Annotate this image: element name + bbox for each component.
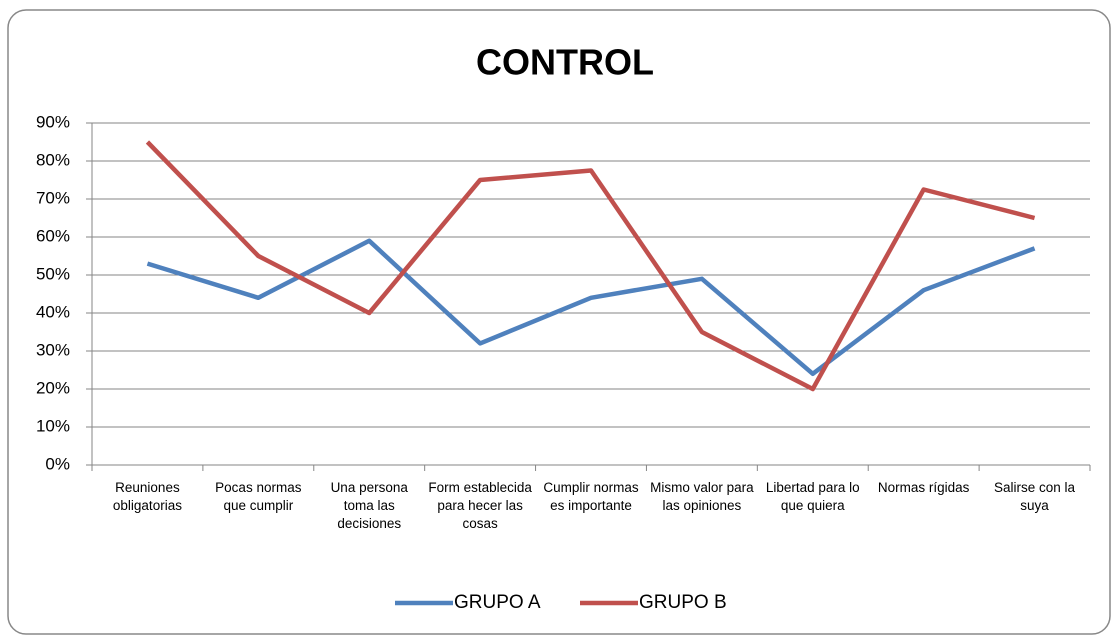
y-tick-label: 70%	[36, 188, 70, 207]
x-tick-label: Reuniones obligatorias	[112, 480, 182, 513]
x-tick-label: Normas rígidas	[877, 480, 970, 495]
y-tick-label: 80%	[36, 150, 70, 169]
y-tick-label: 40%	[36, 302, 70, 321]
y-tick-label: 20%	[36, 378, 70, 397]
x-tick-label: Form establecida para hecer las cosas	[428, 480, 532, 531]
chart-border	[7, 9, 1111, 635]
legend-label: GRUPO A	[454, 592, 541, 613]
y-tick-label: 0%	[45, 454, 70, 473]
x-tick-label: Cumplir normas es importante	[543, 480, 639, 513]
y-tick-label: 10%	[36, 416, 70, 435]
y-tick-label: 90%	[36, 112, 70, 131]
y-tick-label: 30%	[36, 340, 70, 359]
y-tick-label: 50%	[36, 264, 70, 283]
x-tick-label: Una persona toma las decisiones	[330, 480, 408, 531]
chart-title: CONTROL	[476, 42, 654, 83]
x-tick-label: Pocas normas que cumplir	[215, 480, 302, 513]
series-line	[146, 238, 1036, 377]
series-line	[145, 140, 1036, 392]
x-tick-label: Salirse con la suya	[994, 480, 1076, 513]
x-tick-label: Libertad para lo que quiera	[765, 480, 860, 513]
x-tick-label: Mismo valor para las opiniones	[650, 480, 754, 513]
y-tick-label: 60%	[36, 226, 70, 245]
legend-label: GRUPO B	[639, 592, 727, 613]
